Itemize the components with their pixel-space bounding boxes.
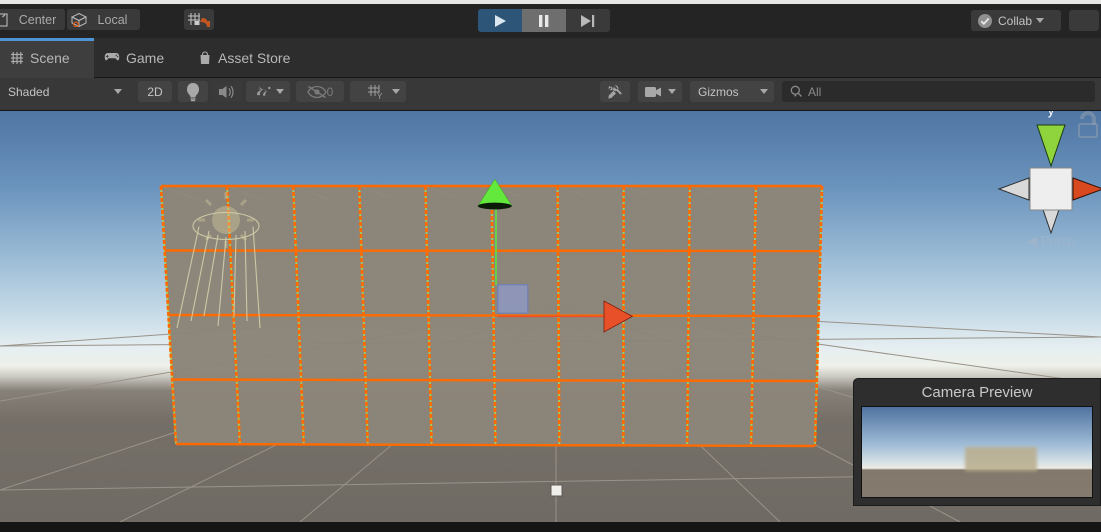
svg-text:◀ Persp: ◀ Persp bbox=[1027, 233, 1075, 248]
svg-text:Y: Y bbox=[377, 92, 383, 100]
svg-text:y: y bbox=[1048, 111, 1055, 118]
